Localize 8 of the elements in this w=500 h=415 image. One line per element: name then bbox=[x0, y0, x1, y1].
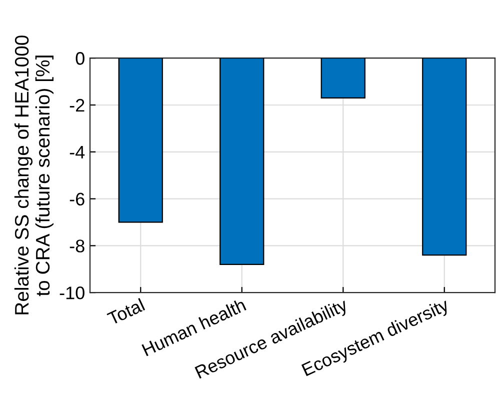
y-tick-label: 0 bbox=[76, 52, 84, 65]
y-tick-label: -10 bbox=[60, 286, 84, 300]
y-axis-title: Relative SS change of HEA1000 to CRA (future scenario) [%] bbox=[14, 36, 54, 314]
y-tick-label: -6 bbox=[70, 192, 84, 206]
y-tick-label: -2 bbox=[70, 98, 84, 112]
y-tick-label: -4 bbox=[70, 146, 85, 158]
y-tick-label: -8 bbox=[70, 240, 84, 252]
x-tick-label: Total bbox=[106, 298, 146, 326]
